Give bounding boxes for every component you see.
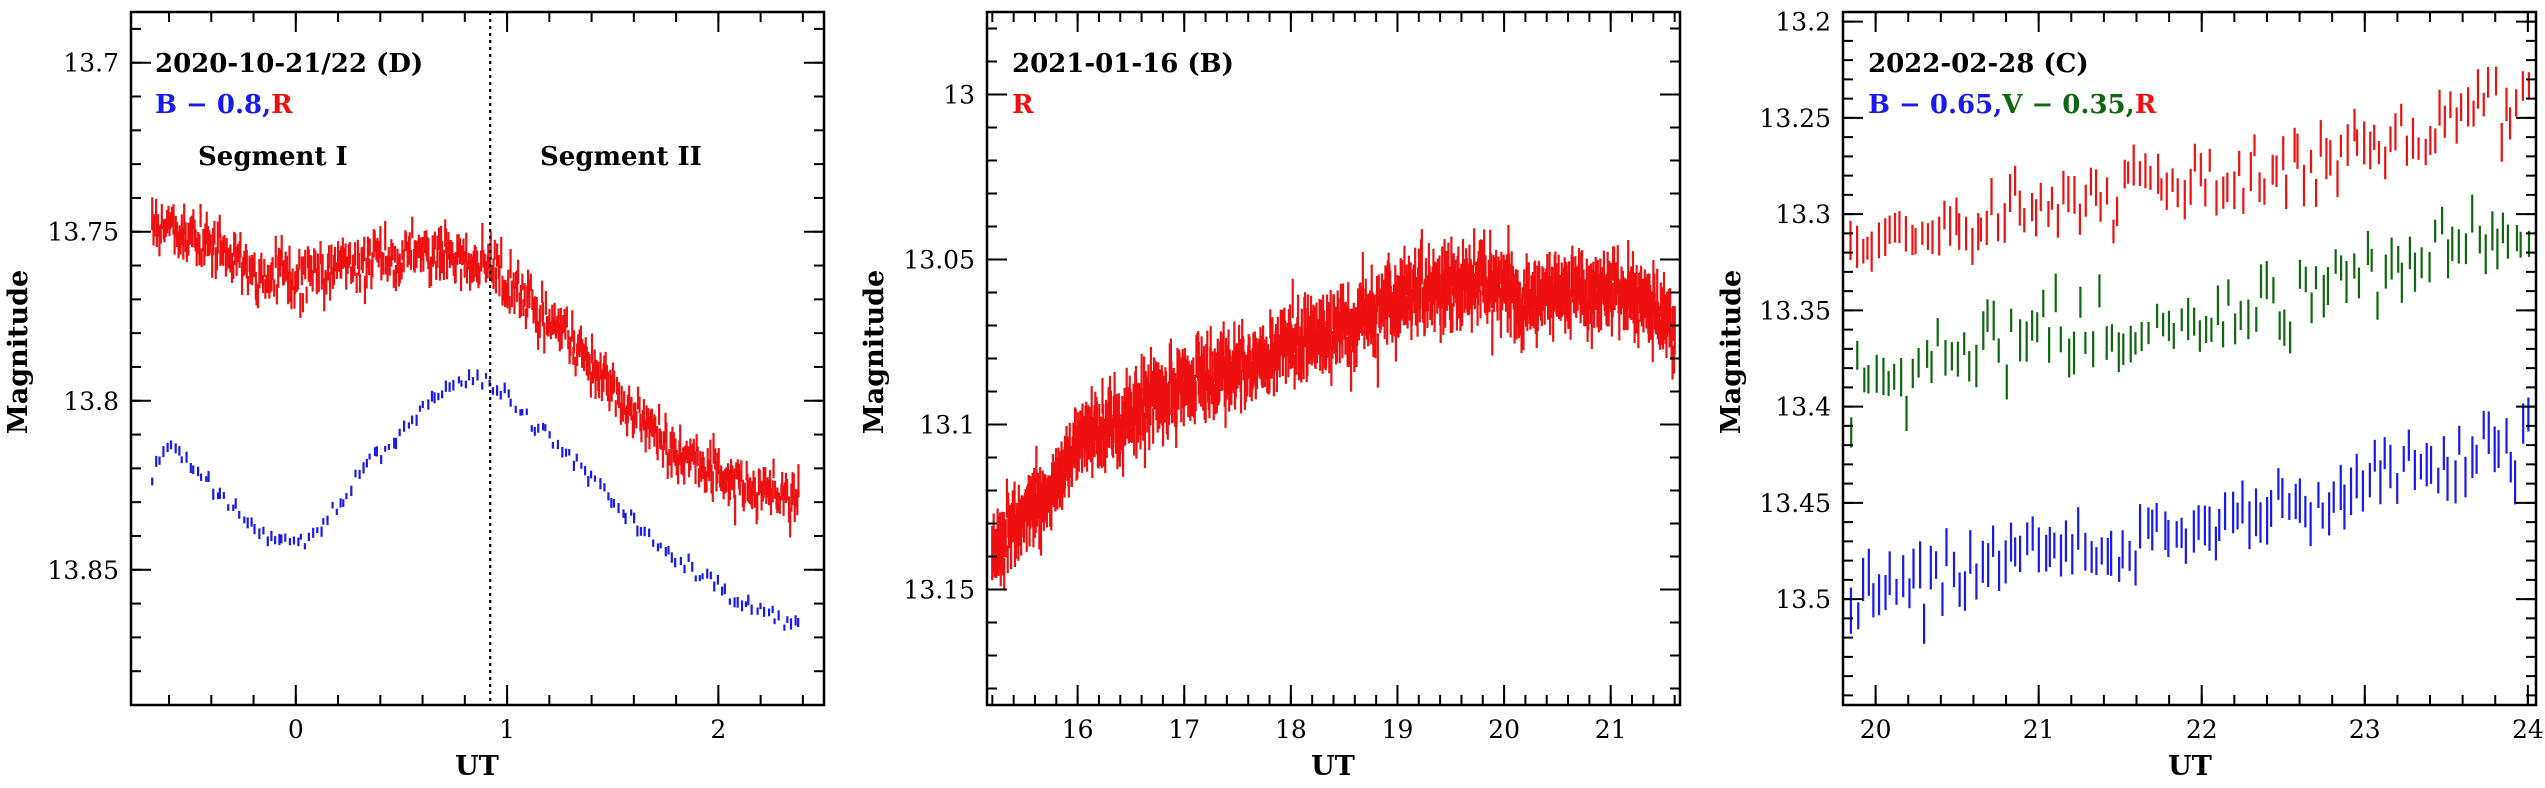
series-0-points [1849, 66, 2530, 272]
legend-r-series: R [2135, 90, 2157, 120]
y-tick-label: 13.45 [1759, 489, 1831, 518]
y-tick-label: 13.05 [903, 246, 975, 275]
x-tick-label: 18 [1275, 715, 1307, 744]
axis-ticks: 20 21 22 23 24 13.2 13.25 13.3 13.35 13.4 13.45 13.… [1759, 8, 2543, 744]
x-tick-label: 20 [1860, 715, 1892, 744]
y-tick-label: 13.8 [63, 387, 119, 416]
y-tick-label: 13.15 [903, 576, 975, 605]
segment-2-label: Segment II [540, 142, 702, 172]
y-tick-label: 13.4 [1775, 393, 1831, 422]
plot-frame [985, 10, 1682, 707]
x-axis-label: UT [455, 751, 499, 782]
y-tick-label: 13.85 [47, 556, 119, 585]
panel-title: 2020-10-21/22 (D) [155, 49, 423, 79]
segment-1-label: Segment I [198, 142, 348, 172]
legend-r-series: R [271, 90, 293, 120]
x-axis-label: UT [1311, 751, 1355, 782]
x-tick-label: 24 [2512, 715, 2544, 744]
legend-b-series: B − 0.8, [155, 90, 271, 120]
y-tick-label: 13.1 [919, 411, 975, 440]
y-tick-label: 13.5 [1775, 585, 1831, 614]
axis-ticks: 16 17 18 19 20 21 13 13.05 13.1 13.15 [903, 12, 1680, 744]
y-tick-label: 13.75 [47, 218, 119, 247]
y-tick-label: 13.7 [63, 49, 119, 78]
series-legend: R [1012, 90, 1034, 120]
legend-b-series: B − 0.65, [1868, 90, 2002, 120]
y-tick-label: 13.35 [1759, 296, 1831, 325]
plot-marks [991, 225, 1676, 591]
series-2-points [1849, 397, 2530, 644]
x-tick-label: 17 [1168, 715, 1200, 744]
x-tick-label: 23 [2349, 715, 2381, 744]
x-tick-label: 20 [1488, 715, 1520, 744]
x-tick-label: 1 [499, 715, 515, 744]
series-1-points [151, 369, 800, 631]
y-axis-label: Magnitude [3, 270, 34, 434]
legend-v-series: V − 0.35, [2001, 90, 2134, 120]
x-tick-label: 22 [2186, 715, 2218, 744]
y-tick-label: 13.2 [1775, 8, 1831, 37]
x-tick-label: 2 [710, 715, 726, 744]
y-tick-label: 13 [943, 81, 975, 110]
series-1-points [1850, 194, 2531, 448]
y-tick-label: 13.25 [1759, 104, 1831, 133]
plot-frame [129, 10, 826, 707]
series-0-points [991, 225, 1676, 591]
x-tick-label: 19 [1382, 715, 1414, 744]
plot-marks [151, 197, 800, 631]
panel-title: 2022-02-28 (C) [1868, 49, 2089, 79]
panel-c-2022-02-28: 20 21 22 23 24 13.2 13.25 13.3 13.35 13.4 13.45 13.… [1716, 8, 2544, 782]
panel-title: 2021-01-16 (B) [1012, 49, 1234, 79]
y-axis-label: Magnitude [859, 270, 890, 434]
x-tick-label: 0 [288, 715, 304, 744]
y-axis-label: Magnitude [1716, 270, 1747, 434]
x-tick-label: 21 [1595, 715, 1627, 744]
x-tick-label: 21 [2023, 715, 2055, 744]
series-legend: B − 0.8,R [155, 90, 293, 120]
x-tick-label: 16 [1062, 715, 1094, 744]
axis-ticks: 0 1 2 13.7 13.75 13.8 13.85 [47, 12, 824, 744]
y-tick-label: 13.3 [1775, 200, 1831, 229]
legend-r-series: R [1012, 90, 1034, 120]
series-0-points [151, 197, 800, 538]
series-legend: B − 0.65,V − 0.35,R [1868, 90, 2157, 120]
plot-marks [1849, 66, 2531, 644]
panel-b-2021-01-16: 16 17 18 19 20 21 13 13.05 13.1 13.15 2021-01-16 … [859, 10, 1682, 782]
plot-frame [1841, 10, 2538, 707]
x-axis-label: UT [2168, 751, 2212, 782]
